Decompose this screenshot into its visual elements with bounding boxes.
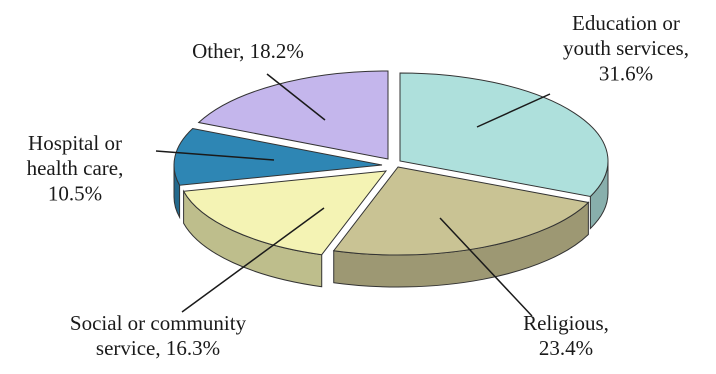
leader-line-hospital-or-health-care	[155, 150, 275, 161]
leader-line-education-or-youth-services	[476, 93, 551, 128]
slice-label-social-or-community-service: Social or community service, 16.3%	[70, 311, 247, 360]
pie-slice-hospital-or-health-care	[173, 127, 383, 186]
slice-label-line: Other, 18.2%	[192, 39, 304, 63]
slice-label-line: youth services,	[563, 36, 689, 60]
slice-label-other: Other, 18.2%	[192, 39, 304, 63]
slice-label-line: 23.4%	[539, 336, 593, 360]
slice-label-religious: Religious, 23.4%	[523, 311, 609, 360]
slice-label-line: Religious,	[523, 311, 609, 335]
pie-slices	[173, 70, 609, 256]
slice-label-line: 31.6%	[599, 61, 653, 85]
slice-label-line: Hospital or	[28, 131, 122, 155]
slice-label-line: Education or	[572, 11, 680, 35]
pie-slice-education-or-youth-services	[399, 72, 609, 197]
slice-label-hospital-or-health-care: Hospital or health care, 10.5%	[27, 131, 124, 205]
slice-label-line: health care,	[27, 156, 124, 180]
leader-line-other	[266, 73, 326, 121]
pie-slice-religious	[332, 166, 590, 256]
pie-slice-social-or-community-service	[182, 170, 388, 256]
slice-label-line: Social or community	[70, 311, 247, 335]
leader-line-social-or-community-service	[181, 207, 325, 313]
leader-line-religious	[439, 217, 533, 317]
pie-slice-other	[197, 70, 389, 160]
pie-labels: Education or youth services, 31.6% Religiou…	[27, 11, 689, 360]
slice-label-education-or-youth-services: Education or youth services, 31.6%	[563, 11, 689, 85]
slice-label-line: 10.5%	[48, 181, 102, 205]
slice-label-line: service, 16.3%	[96, 336, 220, 360]
